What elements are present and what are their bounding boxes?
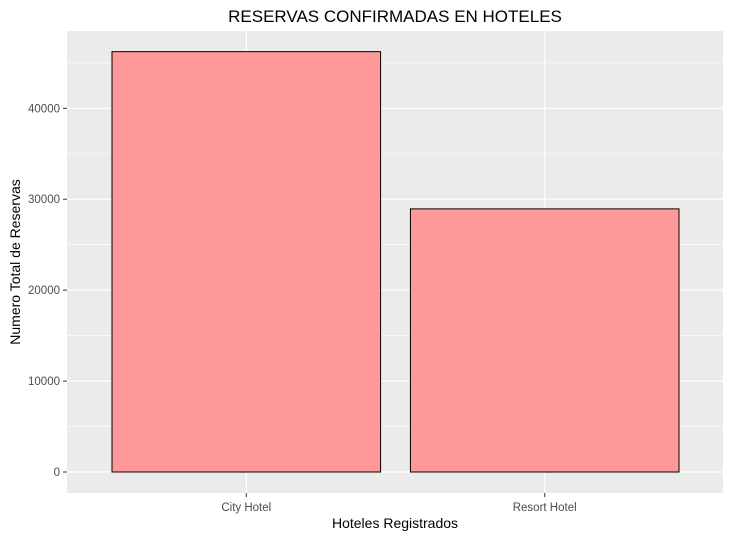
y-tick-label: 20000	[28, 285, 60, 297]
x-axis-ticks: City Hotel Resort Hotel	[221, 493, 577, 514]
y-axis-title: Numero Total de Reservas	[7, 179, 23, 344]
y-tick-label: 0	[54, 467, 60, 479]
x-tick-label: City Hotel	[221, 502, 271, 514]
y-tick-label: 30000	[28, 194, 60, 206]
y-axis-ticks: 0 10000 20000 30000 40000	[28, 103, 67, 479]
bars	[111, 51, 680, 473]
x-tick-label: Resort Hotel	[513, 502, 577, 514]
bar-resort-hotel	[409, 208, 680, 473]
y-tick-label: 40000	[28, 103, 60, 115]
bar-city-hotel	[111, 51, 382, 473]
y-tick-label: 10000	[28, 376, 60, 388]
chart-title: RESERVAS CONFIRMADAS EN HOTELES	[228, 7, 562, 26]
x-axis-title: Hoteles Registrados	[332, 515, 458, 531]
